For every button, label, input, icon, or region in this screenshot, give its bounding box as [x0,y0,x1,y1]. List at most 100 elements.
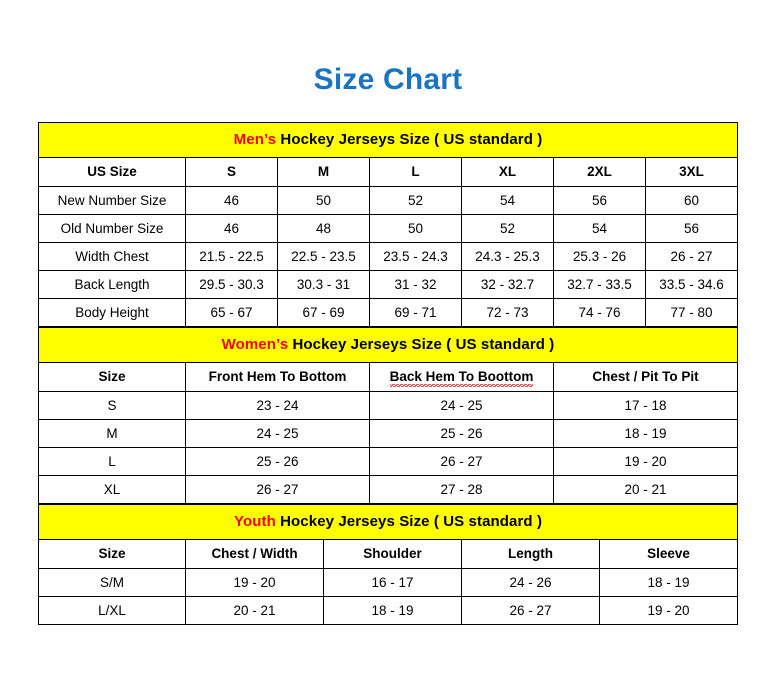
mens-banner-row: Men’s Hockey Jerseys Size ( US standard … [37,122,739,158]
youth-section-banner: Youth Hockey Jerseys Size ( US standard … [37,504,739,540]
mens-row-1-label: Old Number Size [38,214,186,243]
mens-row-2-cell-2: 23.5 - 24.3 [369,242,462,271]
mens-header-cell-4: XL [461,157,554,187]
womens-row-1-label: M [38,419,186,448]
mens-row-4-cell-1: 67 - 69 [277,298,370,327]
youth-header-row: Size Chest / Width Shoulder Length Sleev… [38,539,739,569]
table-row: L/XL 20 - 21 18 - 19 26 - 27 19 - 20 [38,596,739,625]
youth-row-1-label: L/XL [38,596,186,625]
mens-row-1-cell-3: 52 [461,214,554,243]
size-tables-container: Men’s Hockey Jerseys Size ( US standard … [37,98,739,625]
page-title: Size Chart [313,63,463,96]
mens-row-0-cell-4: 56 [553,186,646,215]
youth-row-0-cell-1: 16 - 17 [323,568,462,597]
womens-row-2-cell-1: 26 - 27 [369,447,554,476]
mens-row-4-cell-2: 69 - 71 [369,298,462,327]
mens-section-banner: Men’s Hockey Jerseys Size ( US standard … [37,122,739,158]
mens-row-0-label: New Number Size [38,186,186,215]
mens-header-cell-0: US Size [38,157,186,187]
womens-row-0-cell-0: 23 - 24 [185,391,370,420]
youth-header-cell-1: Chest / Width [185,539,324,569]
mens-row-3-cell-4: 32.7 - 33.5 [553,270,646,299]
womens-banner-accent: Women’s [221,336,289,353]
mens-header-row: US Size S M L XL 2XL 3XL [38,157,739,187]
table-row: Body Height 65 - 67 67 - 69 69 - 71 72 -… [38,298,739,327]
table-row: S/M 19 - 20 16 - 17 24 - 26 18 - 19 [38,568,739,597]
womens-row-2-label: L [38,447,186,476]
mens-row-2-cell-1: 22.5 - 23.5 [277,242,370,271]
table-row: M 24 - 25 25 - 26 18 - 19 [38,419,739,448]
mens-row-4-cell-4: 74 - 76 [553,298,646,327]
youth-size-table: Youth Hockey Jerseys Size ( US standard … [37,504,739,625]
mens-banner-rest: Hockey Jerseys Size ( US standard ) [276,131,543,148]
womens-row-3-cell-0: 26 - 27 [185,475,370,504]
mens-header-cell-1: S [185,157,278,187]
mens-header-cell-6: 3XL [644,157,739,187]
mens-row-4-cell-0: 65 - 67 [185,298,278,327]
youth-row-1-cell-2: 26 - 27 [461,596,600,625]
mens-row-2-cell-4: 25.3 - 26 [553,242,646,271]
table-row: Width Chest 21.5 - 22.5 22.5 - 23.5 23.5… [38,242,739,271]
youth-row-0-cell-0: 19 - 20 [185,568,324,597]
womens-row-3-cell-2: 20 - 21 [552,475,739,504]
mens-row-3-cell-3: 32 - 32.7 [461,270,554,299]
mens-row-4-cell-3: 72 - 73 [461,298,554,327]
youth-banner-accent: Youth [233,513,276,530]
youth-row-0-label: S/M [38,568,186,597]
womens-row-2-cell-0: 25 - 26 [185,447,370,476]
mens-header-cell-5: 2XL [553,157,646,187]
mens-row-2-cell-5: 26 - 27 [644,242,739,271]
womens-header-row: Size Front Hem To Bottom Back Hem To Boo… [38,362,739,392]
womens-header-cell-1: Front Hem To Bottom [185,362,370,392]
womens-row-1-cell-1: 25 - 26 [369,419,554,448]
womens-row-3-label: XL [38,475,186,504]
mens-row-4-cell-5: 77 - 80 [644,298,739,327]
mens-row-1-cell-1: 48 [277,214,370,243]
mens-row-0-cell-0: 46 [185,186,278,215]
mens-row-0-cell-1: 50 [277,186,370,215]
youth-header-cell-2: Shoulder [323,539,462,569]
youth-row-0-cell-2: 24 - 26 [461,568,600,597]
mens-row-1-cell-4: 54 [553,214,646,243]
youth-header-cell-4: Sleeve [598,539,739,569]
table-row: XL 26 - 27 27 - 28 20 - 21 [38,475,739,504]
womens-header-cell-3: Chest / Pit To Pit [552,362,739,392]
mens-header-cell-3: L [369,157,462,187]
table-row: New Number Size 46 50 52 54 56 60 [38,186,739,215]
womens-header-cell-2: Back Hem To Boottom [369,362,554,392]
mens-row-3-cell-0: 29.5 - 30.3 [185,270,278,299]
mens-row-1-cell-2: 50 [369,214,462,243]
mens-row-0-cell-3: 54 [461,186,554,215]
mens-row-1-cell-0: 46 [185,214,278,243]
youth-row-1-cell-1: 18 - 19 [323,596,462,625]
womens-banner-rest: Hockey Jerseys Size ( US standard ) [288,336,555,353]
womens-row-1-cell-0: 24 - 25 [185,419,370,448]
womens-row-2-cell-2: 19 - 20 [552,447,739,476]
mens-size-table: Men’s Hockey Jerseys Size ( US standard … [37,122,739,327]
womens-row-0-cell-1: 24 - 25 [369,391,554,420]
mens-header-cell-2: M [277,157,370,187]
mens-row-2-cell-0: 21.5 - 22.5 [185,242,278,271]
youth-header-cell-3: Length [461,539,600,569]
mens-row-1-cell-5: 56 [644,214,739,243]
table-row: Back Length 29.5 - 30.3 30.3 - 31 31 - 3… [38,270,739,299]
womens-row-3-cell-1: 27 - 28 [369,475,554,504]
mens-row-3-cell-2: 31 - 32 [369,270,462,299]
mens-row-0-cell-5: 60 [644,186,739,215]
womens-header-cell-0: Size [38,362,186,392]
youth-header-cell-0: Size [38,539,186,569]
womens-banner-row: Women’s Hockey Jerseys Size ( US standar… [37,327,739,363]
womens-row-0-cell-2: 17 - 18 [552,391,739,420]
table-row: L 25 - 26 26 - 27 19 - 20 [38,447,739,476]
mens-row-3-label: Back Length [38,270,186,299]
womens-row-0-label: S [38,391,186,420]
womens-size-table: Women’s Hockey Jerseys Size ( US standar… [37,327,739,504]
mens-banner-accent: Men’s [233,131,277,148]
mens-row-4-label: Body Height [38,298,186,327]
womens-row-1-cell-2: 18 - 19 [552,419,739,448]
mens-row-2-label: Width Chest [38,242,186,271]
table-row: S 23 - 24 24 - 25 17 - 18 [38,391,739,420]
mens-row-0-cell-2: 52 [369,186,462,215]
mens-row-3-cell-5: 33.5 - 34.6 [644,270,739,299]
